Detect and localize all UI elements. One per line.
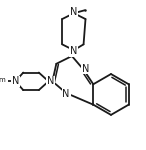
Text: N: N [47, 76, 54, 86]
Text: N: N [70, 46, 78, 56]
Text: m: m [0, 77, 5, 83]
Text: N: N [12, 76, 19, 86]
Text: N: N [82, 64, 89, 74]
Text: N: N [70, 7, 78, 17]
Text: N: N [62, 89, 70, 99]
